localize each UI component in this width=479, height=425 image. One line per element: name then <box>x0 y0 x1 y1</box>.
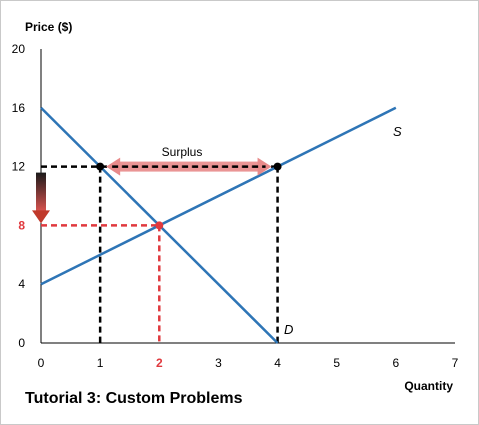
y-axis-label: Price ($) <box>25 20 72 34</box>
price-drop-arrow <box>32 172 50 224</box>
supply-label: S <box>393 124 402 139</box>
labels: Price ($) Quantity Tutorial 3: Custom Pr… <box>25 20 453 407</box>
y-tick-label: 12 <box>12 160 26 174</box>
supply-curve <box>40 106 397 286</box>
y-tick-label: 16 <box>12 101 26 115</box>
data-point <box>155 221 164 230</box>
x-tick-label: 7 <box>452 356 459 370</box>
y-tick-label: 20 <box>12 42 26 56</box>
data-point <box>273 162 282 171</box>
surplus-arrow <box>106 157 272 176</box>
x-tick-label: 6 <box>393 356 400 370</box>
annotations <box>32 157 272 224</box>
y-tick-label: 0 <box>18 336 25 350</box>
x-tick-label: 4 <box>274 356 281 370</box>
data-point <box>96 162 105 171</box>
x-axis-label: Quantity <box>404 379 453 393</box>
y-tick-label: 4 <box>18 277 25 291</box>
footer-title: Tutorial 3: Custom Problems <box>25 390 243 407</box>
x-tick-label: 2 <box>156 356 163 370</box>
demand-label: D <box>284 322 293 337</box>
x-tick-label: 3 <box>215 356 222 370</box>
x-tick-label: 0 <box>38 356 45 370</box>
y-tick-label: 8 <box>18 218 25 232</box>
x-tick-label: 1 <box>97 356 104 370</box>
guide-lines <box>41 165 279 343</box>
x-tick-label: 5 <box>333 356 340 370</box>
points <box>96 162 282 230</box>
surplus-label: Surplus <box>162 145 203 159</box>
